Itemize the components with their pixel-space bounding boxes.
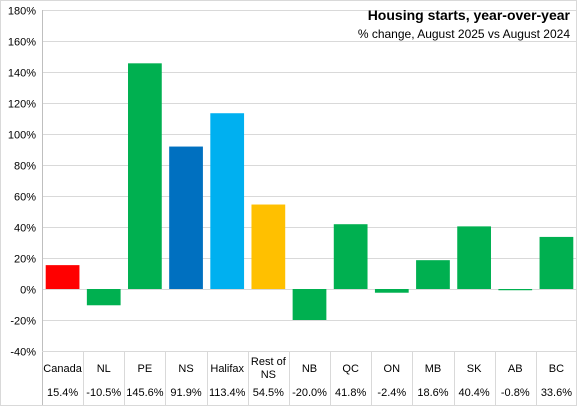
value-label: -20.0% [292,387,327,399]
bar [498,289,533,291]
bar [86,289,121,306]
category-label: NS [178,363,193,375]
y-tick-label: 40% [14,223,36,235]
value-label: -0.8% [501,387,530,399]
category-table: Canada 15.4% NL -10.5% PE 145.6% NS 91.9% Halifa… [42,351,577,406]
bars [45,63,574,320]
category-label: ON [384,363,401,375]
y-axis-ticks: -40% -20% 0% 20% 40% 60% 80% 100% 120% 140% 160% 18… [8,6,36,359]
category-label: MB [425,363,442,375]
value-label: -2.4% [377,387,406,399]
value-label: 40.4% [459,387,490,399]
value-label: 33.6% [541,387,572,399]
value-label: 145.6% [126,387,164,399]
y-tick-label: 60% [14,192,36,204]
gridlines [42,10,577,406]
y-tick-label: 0% [20,285,36,297]
category-label: AB [508,363,523,375]
bar [539,236,574,289]
bar [416,260,450,289]
value-label: 113.4% [209,387,246,399]
y-tick-label: 80% [14,161,36,173]
y-tick-label: 100% [8,130,36,142]
bar [169,146,203,289]
category-label: Halifax [210,363,244,375]
bar [45,265,80,289]
value-label: 15.4% [47,387,78,399]
bar [128,63,162,289]
category-label: SK [467,363,482,375]
value-label: -10.5% [86,387,121,399]
category-label: Canada [43,363,82,375]
category-label: PE [138,363,153,375]
category-label: QC [342,363,359,375]
y-tick-label: -20% [10,316,36,328]
category-label: NB [302,363,317,375]
y-tick-label: 160% [8,37,36,49]
chart-subtitle: % change, August 2025 vs August 2024 [358,27,570,41]
value-label: 54.5% [253,387,284,399]
value-label: 18.6% [417,387,448,399]
chart-title: Housing starts, year-over-year [368,7,571,23]
bar [333,224,368,289]
value-label: 41.8% [335,387,366,399]
category-label: BC [549,363,564,375]
value-label: 91.9% [170,387,201,399]
y-tick-label: 20% [14,254,36,266]
y-tick-label: 140% [8,68,36,80]
category-label: Rest of NS [251,356,287,381]
category-label: NL [97,363,111,375]
bar [374,289,409,293]
bar [251,204,286,289]
y-tick-label: 120% [8,99,36,111]
bar [457,226,491,289]
y-tick-label: -40% [10,347,36,359]
bar [292,289,327,320]
y-tick-label: 180% [8,6,36,18]
bar [210,113,245,289]
